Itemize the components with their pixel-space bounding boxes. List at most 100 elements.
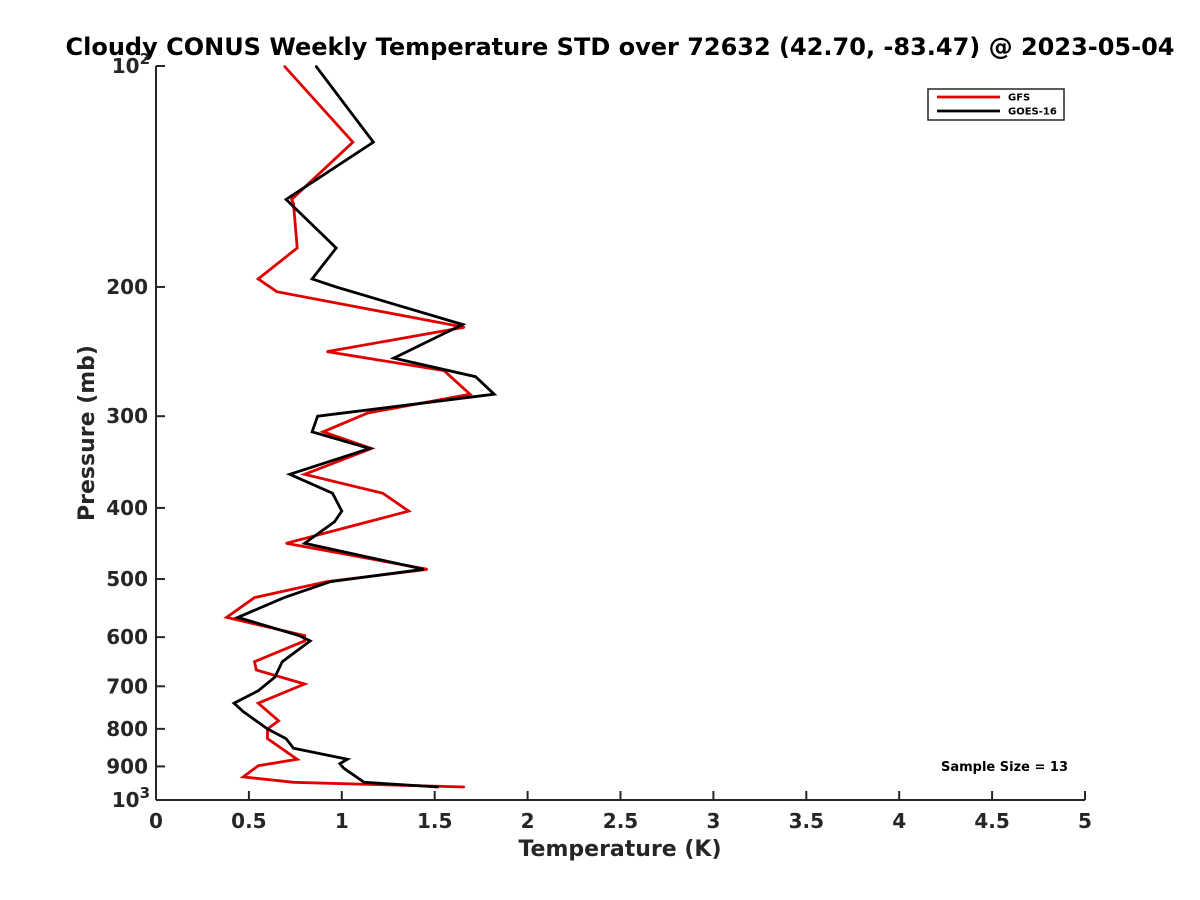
data-point	[303, 634, 306, 637]
data-point	[292, 747, 295, 749]
x-tick-label: 0	[149, 809, 163, 833]
legend-box	[927, 88, 1065, 121]
legend-label-gfs: GFS	[1008, 93, 1030, 104]
data-point	[316, 415, 319, 418]
data-point	[292, 781, 295, 784]
data-point	[242, 776, 245, 778]
data-point	[285, 198, 287, 201]
data-point	[296, 247, 299, 249]
data-point	[335, 247, 338, 249]
data-point	[303, 683, 306, 685]
data-point	[372, 141, 375, 143]
data-point	[257, 278, 259, 280]
data-point	[275, 290, 278, 293]
data-point	[461, 323, 464, 326]
data-point	[474, 375, 477, 378]
data-point	[339, 762, 341, 765]
data-point	[329, 580, 332, 583]
data-point	[303, 542, 306, 545]
y-axis-label: Pressure (mb)	[75, 345, 100, 521]
y-tick-label: 600	[106, 625, 148, 649]
data-point	[463, 326, 466, 329]
data-point	[288, 473, 291, 476]
y-tick-label: 300	[106, 404, 148, 428]
data-point	[346, 758, 349, 761]
data-point	[257, 702, 259, 704]
y-tick-label: 700	[106, 674, 148, 698]
data-point	[236, 616, 239, 619]
data-point	[283, 65, 286, 67]
data-point	[368, 447, 371, 450]
y-tick-label: 103	[112, 784, 150, 812]
data-point	[422, 568, 425, 571]
data-point	[341, 510, 343, 512]
data-point	[303, 473, 306, 476]
data-point	[469, 393, 471, 396]
data-point	[285, 542, 287, 545]
x-tick-label: 0.5	[231, 809, 266, 833]
data-point	[426, 568, 429, 571]
data-point	[367, 521, 369, 523]
sample-size-annotation: Sample Size = 13	[941, 760, 1068, 775]
data-point	[331, 492, 334, 495]
data-point	[253, 660, 256, 663]
data-point	[281, 660, 284, 663]
y-tick-label: 400	[106, 496, 148, 520]
data-point	[253, 596, 256, 599]
x-tick-label: 5	[1078, 809, 1092, 833]
chart-title: Cloudy CONUS Weekly Temperature STD over…	[66, 33, 1175, 61]
data-point	[255, 669, 258, 671]
data-point	[322, 430, 325, 433]
data-point	[285, 737, 287, 740]
data-point	[309, 640, 312, 642]
data-point	[367, 412, 369, 414]
data-point	[393, 357, 395, 359]
data-point	[257, 690, 259, 692]
x-tick-label: 1	[335, 809, 349, 833]
data-point	[352, 141, 354, 143]
data-point	[363, 781, 365, 784]
data-point	[242, 710, 245, 713]
data-point	[290, 198, 293, 201]
data-point	[277, 719, 280, 722]
data-point	[303, 640, 306, 642]
x-tick-label: 1.5	[417, 809, 452, 833]
data-point	[257, 764, 259, 767]
x-tick-label: 3.5	[789, 809, 824, 833]
x-tick-label: 4	[892, 809, 906, 833]
data-point	[314, 65, 317, 67]
data-point	[407, 510, 410, 512]
data-point	[311, 430, 313, 433]
data-point	[292, 202, 295, 205]
data-point	[233, 702, 235, 704]
data-point	[266, 737, 269, 740]
y-tick-label: 102	[112, 50, 150, 78]
legend: GFS GOES-16	[927, 88, 1065, 121]
y-tick-label: 900	[106, 754, 148, 778]
data-point	[296, 758, 299, 761]
y-tick-label: 200	[106, 275, 148, 299]
legend-label-goes-16: GOES-16	[1008, 107, 1057, 118]
x-tick-label: 2	[521, 809, 535, 833]
data-point	[266, 728, 269, 730]
data-point	[463, 786, 466, 788]
x-tick-label: 4.5	[974, 809, 1009, 833]
data-point	[342, 767, 345, 769]
data-point	[333, 521, 336, 523]
y-tick-label: 500	[106, 567, 148, 591]
x-tick-label: 2.5	[603, 809, 638, 833]
data-point	[326, 350, 328, 353]
data-point	[381, 492, 384, 495]
y-tick-label: 800	[106, 717, 148, 741]
data-point	[335, 286, 338, 288]
data-point	[311, 278, 313, 280]
plot-area: 0 0.5 1 1.5 2 2.5 3 3.5 4 4.5 5 102 200 300 400 500 600 7…	[106, 50, 1092, 833]
data-point	[225, 616, 228, 619]
data-point	[274, 676, 276, 678]
data-point	[493, 393, 495, 396]
data-point	[283, 596, 286, 599]
x-tick-label: 3	[706, 809, 720, 833]
x-axis-label: Temperature (K)	[518, 837, 721, 862]
